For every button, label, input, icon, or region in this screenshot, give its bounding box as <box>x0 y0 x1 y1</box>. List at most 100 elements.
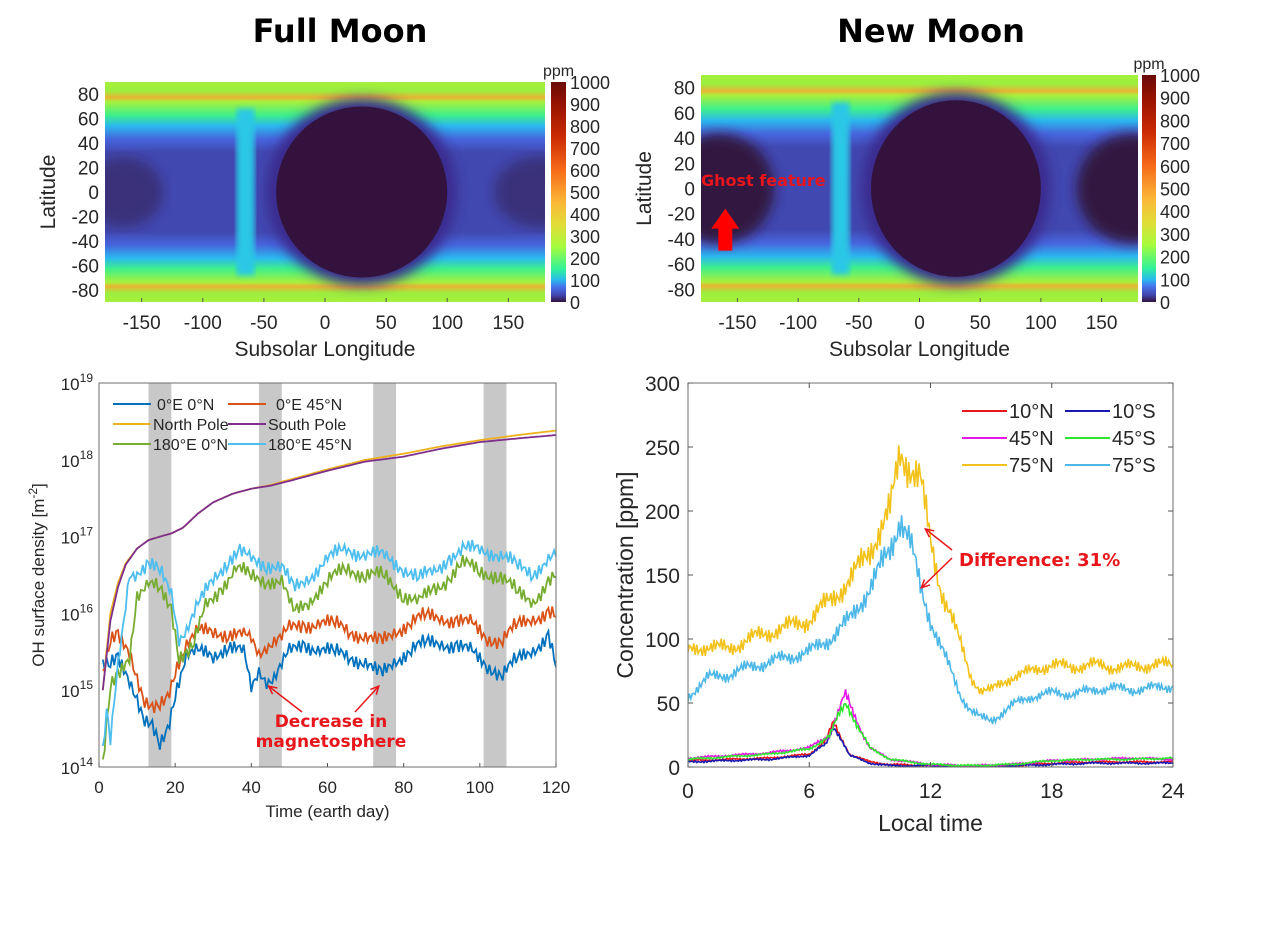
legend-label: 10°N <box>1009 401 1054 423</box>
y-tick-exp: 19 <box>80 371 94 385</box>
x-tick-label: 0 <box>94 778 103 797</box>
heatmap-field <box>701 75 1138 302</box>
dayside-depletion <box>870 100 1041 277</box>
y-tick-label: 50 <box>657 693 680 716</box>
x-tick-label: 12 <box>919 780 942 803</box>
legend-label: 45°S <box>1112 428 1156 450</box>
colorbar-tick-label: 400 <box>570 205 600 225</box>
y-axis-label-tail: ] <box>29 483 48 488</box>
y-tick-exp: 17 <box>80 525 94 539</box>
x-tick-label: 50 <box>376 313 397 334</box>
colorbar-tick-label: 300 <box>570 227 600 247</box>
y-tick-label: 1019 <box>61 371 94 394</box>
x-tick-label: 20 <box>166 778 185 797</box>
colorbar-tick-label: 200 <box>570 249 600 269</box>
y-tick-label: -60 <box>668 255 695 276</box>
legend-label: 75°N <box>1009 455 1054 477</box>
y-tick-exp: 14 <box>80 755 94 769</box>
y-axis-label: Latitude <box>633 151 656 226</box>
y-tick-label: 80 <box>674 79 695 100</box>
y-tick-label: 40 <box>78 134 99 155</box>
y-tick-base: 10 <box>61 529 80 548</box>
full-moon-title: Full Moon <box>252 12 428 50</box>
dayside-depletion <box>276 106 448 278</box>
legend-label: 10°S <box>1112 401 1156 423</box>
colorbar-tick-label: 800 <box>1160 111 1190 131</box>
full-moon-heatmap: -150 -100 -50 0 50 100 150806040200-20-40-60-8… <box>37 63 610 361</box>
colorbar-tick-label: 400 <box>1160 202 1190 222</box>
colorbar-tick-label: 500 <box>570 183 600 203</box>
series-line <box>101 627 556 750</box>
legend-label: 0°E 0°N <box>157 397 214 414</box>
annotation-arrow <box>924 528 953 551</box>
y-tick-label: -40 <box>668 230 695 251</box>
x-tick-label: -100 <box>779 313 817 334</box>
y-tick-base: 10 <box>61 452 80 471</box>
y-tick-label: 60 <box>674 104 695 125</box>
x-tick-label: -50 <box>845 313 872 334</box>
legend-label: 45°N <box>1009 428 1054 450</box>
colorbar-tick-label: 800 <box>570 117 600 137</box>
x-tick-label: 0 <box>914 313 925 334</box>
arrow-head-icon <box>267 685 278 695</box>
x-tick-label: 24 <box>1161 780 1185 803</box>
y-tick-label: 60 <box>78 110 99 131</box>
legend-label: South Pole <box>268 417 346 434</box>
oh-density-chart: 0 20 40 60 80 100 120101910181017101610151014T… <box>26 371 570 821</box>
x-tick-label: 80 <box>394 778 413 797</box>
y-tick-exp: 15 <box>80 678 94 692</box>
x-tick-label: 150 <box>1086 313 1118 334</box>
x-tick-label: 60 <box>318 778 337 797</box>
arrow-head-icon <box>920 579 931 590</box>
y-tick-base: 10 <box>61 682 80 701</box>
x-tick-label: 50 <box>970 313 991 334</box>
series-line <box>688 445 1173 695</box>
colorbar <box>1142 75 1156 302</box>
arrow-head-icon <box>924 527 935 538</box>
colorbar-tick-label: 700 <box>1160 134 1190 154</box>
y-tick-label: 20 <box>674 154 695 175</box>
y-tick-base: 10 <box>61 375 80 394</box>
y-axis-label-main: OH surface density [m <box>29 499 48 667</box>
annotation-line1: Decrease in <box>275 712 388 732</box>
y-tick-label: 1014 <box>61 755 94 778</box>
colorbar-tick-label: 1000 <box>1160 66 1200 86</box>
y-tick-base: 10 <box>61 605 80 624</box>
colorbar-tick-label: 200 <box>1160 248 1190 268</box>
series-line <box>101 554 556 760</box>
y-tick-label: 1015 <box>61 678 94 701</box>
colorbar-tick-label: 600 <box>570 161 600 181</box>
y-axis-label-sup: -2 <box>26 488 40 499</box>
colorbar-tick-label: 100 <box>570 271 600 291</box>
series-line <box>102 605 556 714</box>
y-tick-label: 250 <box>645 437 680 460</box>
x-tick-label: 100 <box>466 778 494 797</box>
nightside-blob-east <box>1076 133 1138 244</box>
series-line <box>688 515 1173 726</box>
y-tick-label: -20 <box>668 205 695 226</box>
y-tick-label: 1017 <box>61 525 94 548</box>
annotation-arrow <box>920 557 953 589</box>
colorbar-tick-label: 500 <box>1160 180 1190 200</box>
legend-label: 180°E 45°N <box>268 437 352 454</box>
arrow-head-icon <box>370 684 380 695</box>
y-tick-label: -80 <box>72 281 99 302</box>
y-tick-label: -40 <box>72 232 99 253</box>
annotation-arrow <box>354 685 380 713</box>
heatmap-field <box>105 82 545 302</box>
y-tick-label: -20 <box>72 207 99 228</box>
plot-area <box>688 383 1173 767</box>
x-tick-label: -150 <box>718 313 756 334</box>
nightside-blob-west <box>701 133 775 244</box>
difference-label: Difference: 31% <box>959 550 1120 571</box>
x-tick-label: -50 <box>250 313 277 334</box>
legend-label: North Pole <box>153 417 229 434</box>
y-tick-label: 40 <box>674 129 695 150</box>
x-tick-label: 40 <box>242 778 261 797</box>
nightside-blob-east <box>493 157 545 227</box>
series-group <box>101 429 556 760</box>
nightside-blob-west <box>105 157 164 227</box>
new-moon-title: New Moon <box>837 12 1025 50</box>
series-line <box>101 539 556 747</box>
